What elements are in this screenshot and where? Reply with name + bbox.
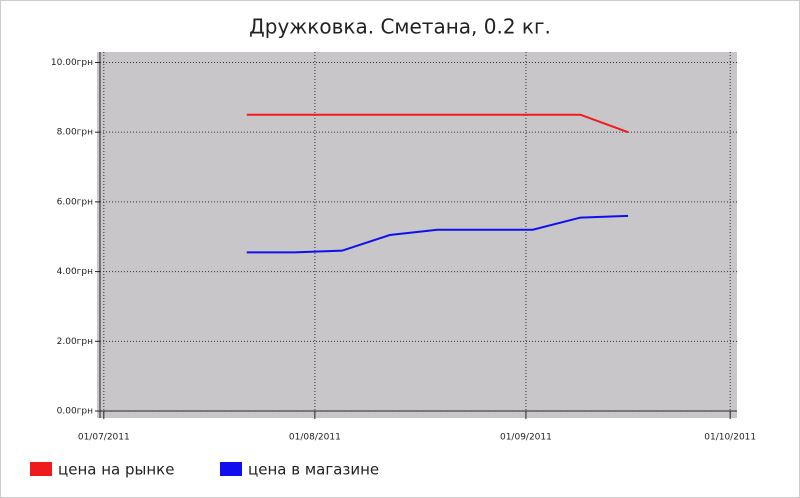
series-line xyxy=(246,214,629,254)
legend-swatch xyxy=(30,462,52,476)
y-tick-label: 2.00грн xyxy=(57,337,93,347)
y-tick-label: 8.00грн xyxy=(57,128,93,138)
y-tick-label: 0.00грн xyxy=(57,407,93,417)
y-tick-label: 4.00грн xyxy=(57,267,93,277)
x-tick-label: 01/10/2011 xyxy=(704,433,756,443)
legend-label: цена в магазине xyxy=(248,461,379,479)
series-line xyxy=(246,113,629,134)
legend-swatch xyxy=(220,462,242,476)
x-tick-label: 01/08/2011 xyxy=(289,433,341,443)
x-tick-label: 01/07/2011 xyxy=(78,433,130,443)
y-tick-label: 10.00грн xyxy=(51,58,93,68)
x-tick-label: 01/09/2011 xyxy=(500,433,552,443)
y-tick-label: 6.00грн xyxy=(57,197,93,207)
legend-label: цена на рынке xyxy=(58,461,174,479)
plot-area xyxy=(97,52,737,418)
chart-title: Дружковка. Сметана, 0.2 кг. xyxy=(249,15,551,39)
